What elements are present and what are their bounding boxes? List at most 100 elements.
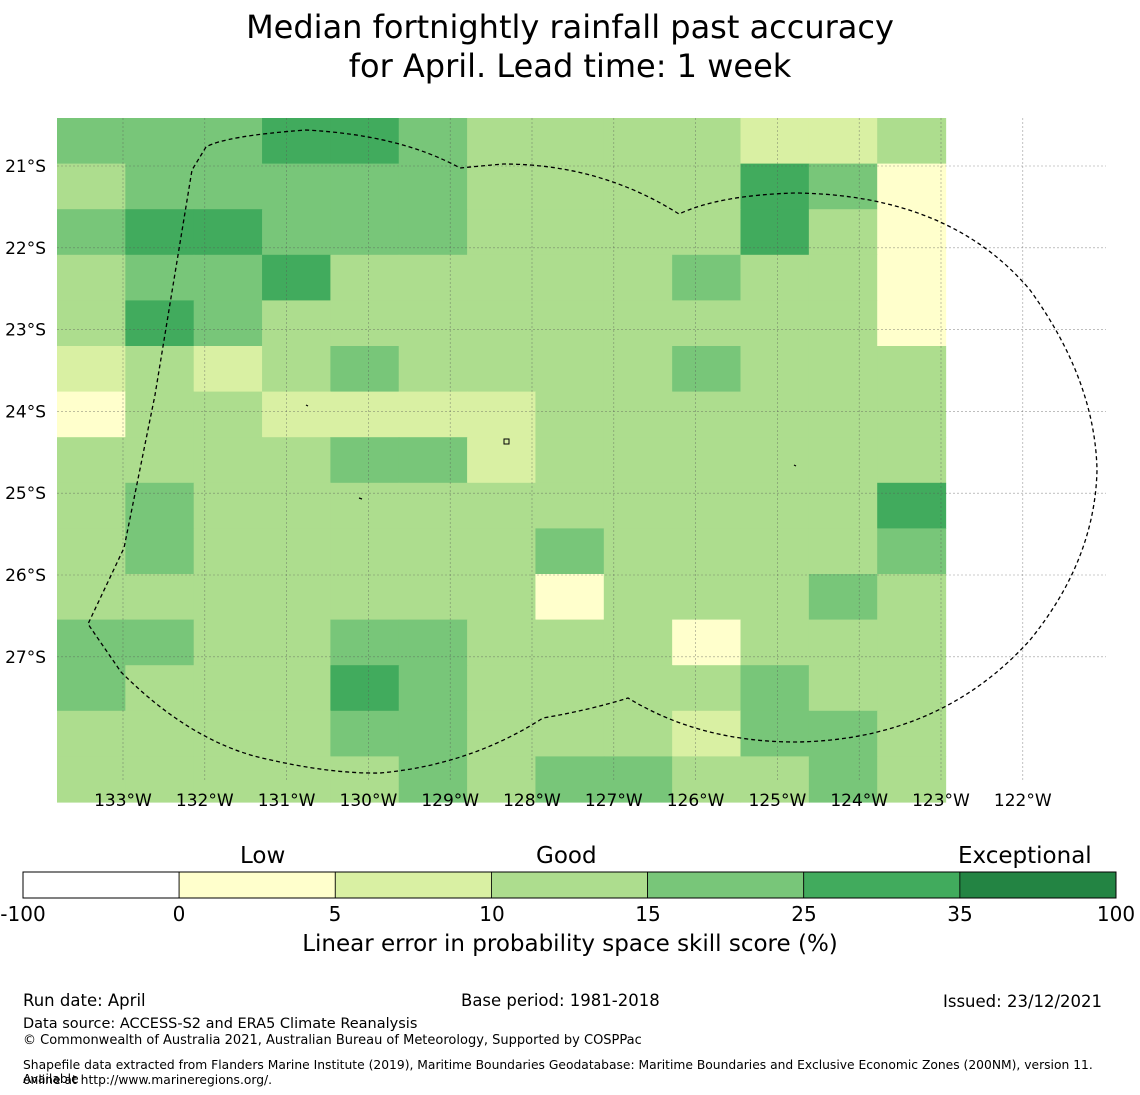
skill-cell [398,254,468,301]
skill-cell [467,300,537,347]
run-date: Run date: April [23,991,146,1010]
skill-cell [193,346,263,393]
skill-cell [672,665,742,712]
skill-cell [193,209,263,256]
skill-cell [193,710,263,757]
skill-cell [808,346,878,393]
skill-cell [672,346,742,393]
skill-cell [672,391,742,438]
skill-cell [467,619,537,666]
skill-cell [193,528,263,575]
base-period: Base period: 1981-2018 [461,991,660,1010]
skill-cell [262,710,331,757]
skill-cell [535,756,605,803]
skill-cell [740,346,810,393]
map-title-line-2: for April. Lead time: 1 week [348,47,792,85]
skill-cell [398,346,468,393]
skill-cell [125,346,195,393]
skill-cell [808,118,878,165]
skill-cell [57,437,126,484]
colorbar-tick-label: 100 [1096,902,1136,926]
skill-cell [330,619,400,666]
skill-cell [125,482,195,529]
skill-cell [603,665,673,712]
skill-cell [398,118,468,165]
skill-cell [603,118,673,165]
colorbar-tick-label: 5 [328,902,342,926]
skill-cell [535,619,605,666]
skill-cell [262,346,331,393]
skill-cell [535,482,605,529]
skill-cell [398,482,468,529]
skill-cell [57,300,126,347]
skill-cell [193,391,263,438]
shapefile-credit-line-1: Shapefile data extracted from Flanders M… [23,1058,1093,1086]
skill-cell [467,254,537,301]
skill-cell [193,437,263,484]
skill-cell [740,665,810,712]
skill-cell [262,756,331,803]
skill-cell [603,437,673,484]
latitude-label: 24°S [5,402,46,422]
colorbar-swatch [647,871,805,899]
skill-cell [330,254,400,301]
skill-cell [535,710,605,757]
skill-cell [125,391,195,438]
skill-cell [125,118,195,165]
skill-cell [330,118,400,165]
skill-cell [603,710,673,757]
skill-cell [535,574,605,621]
skill-cell [262,437,331,484]
latitude-label: 21°S [5,157,46,177]
skill-cell [877,437,947,484]
skill-cell [808,437,878,484]
skill-cell [125,574,195,621]
skill-cell [808,574,878,621]
colorbar-tick-label: 10 [479,902,505,926]
skill-cell [57,391,126,438]
skill-cell [603,209,673,256]
skill-cell [672,528,742,575]
colorbar-tick-label: 15 [635,902,661,926]
skill-cell [672,300,742,347]
skill-cell [398,437,468,484]
latitude-labels: 21°S 22°S 23°S 24°S 25°S 26°S 27°S [5,157,46,668]
colorbar [22,871,1117,899]
skill-cell [740,163,810,210]
skill-cell [877,163,947,210]
skill-cell [535,209,605,256]
skill-cell [467,163,537,210]
skill-cell [808,756,878,803]
longitude-label: 123°W [912,791,970,811]
skill-cell [740,254,810,301]
skill-cell [467,710,537,757]
skill-cell [330,300,400,347]
skill-cell [57,209,126,256]
longitude-label: 127°W [585,791,643,811]
longitude-label: 125°W [749,791,807,811]
skill-cell [330,391,400,438]
skill-cell [535,528,605,575]
skill-cell [535,254,605,301]
skill-cell [467,118,537,165]
skill-cell [740,574,810,621]
skill-cell [808,300,878,347]
colorbar-swatch [22,871,180,899]
skill-cell [603,619,673,666]
skill-cell [740,209,810,256]
skill-cell [535,300,605,347]
skill-cell [740,619,810,666]
longitude-label: 122°W [994,791,1052,811]
longitude-label: 124°W [830,791,888,811]
skill-cell [330,528,400,575]
skill-cell [808,665,878,712]
skill-cell [808,209,878,256]
skill-cell [57,756,126,803]
skill-cell [193,300,263,347]
skill-cell [808,254,878,301]
longitude-label: 128°W [503,791,561,811]
skill-cell [808,528,878,575]
skill-cell [262,391,331,438]
skill-cell [125,437,195,484]
skill-cell [808,710,878,757]
